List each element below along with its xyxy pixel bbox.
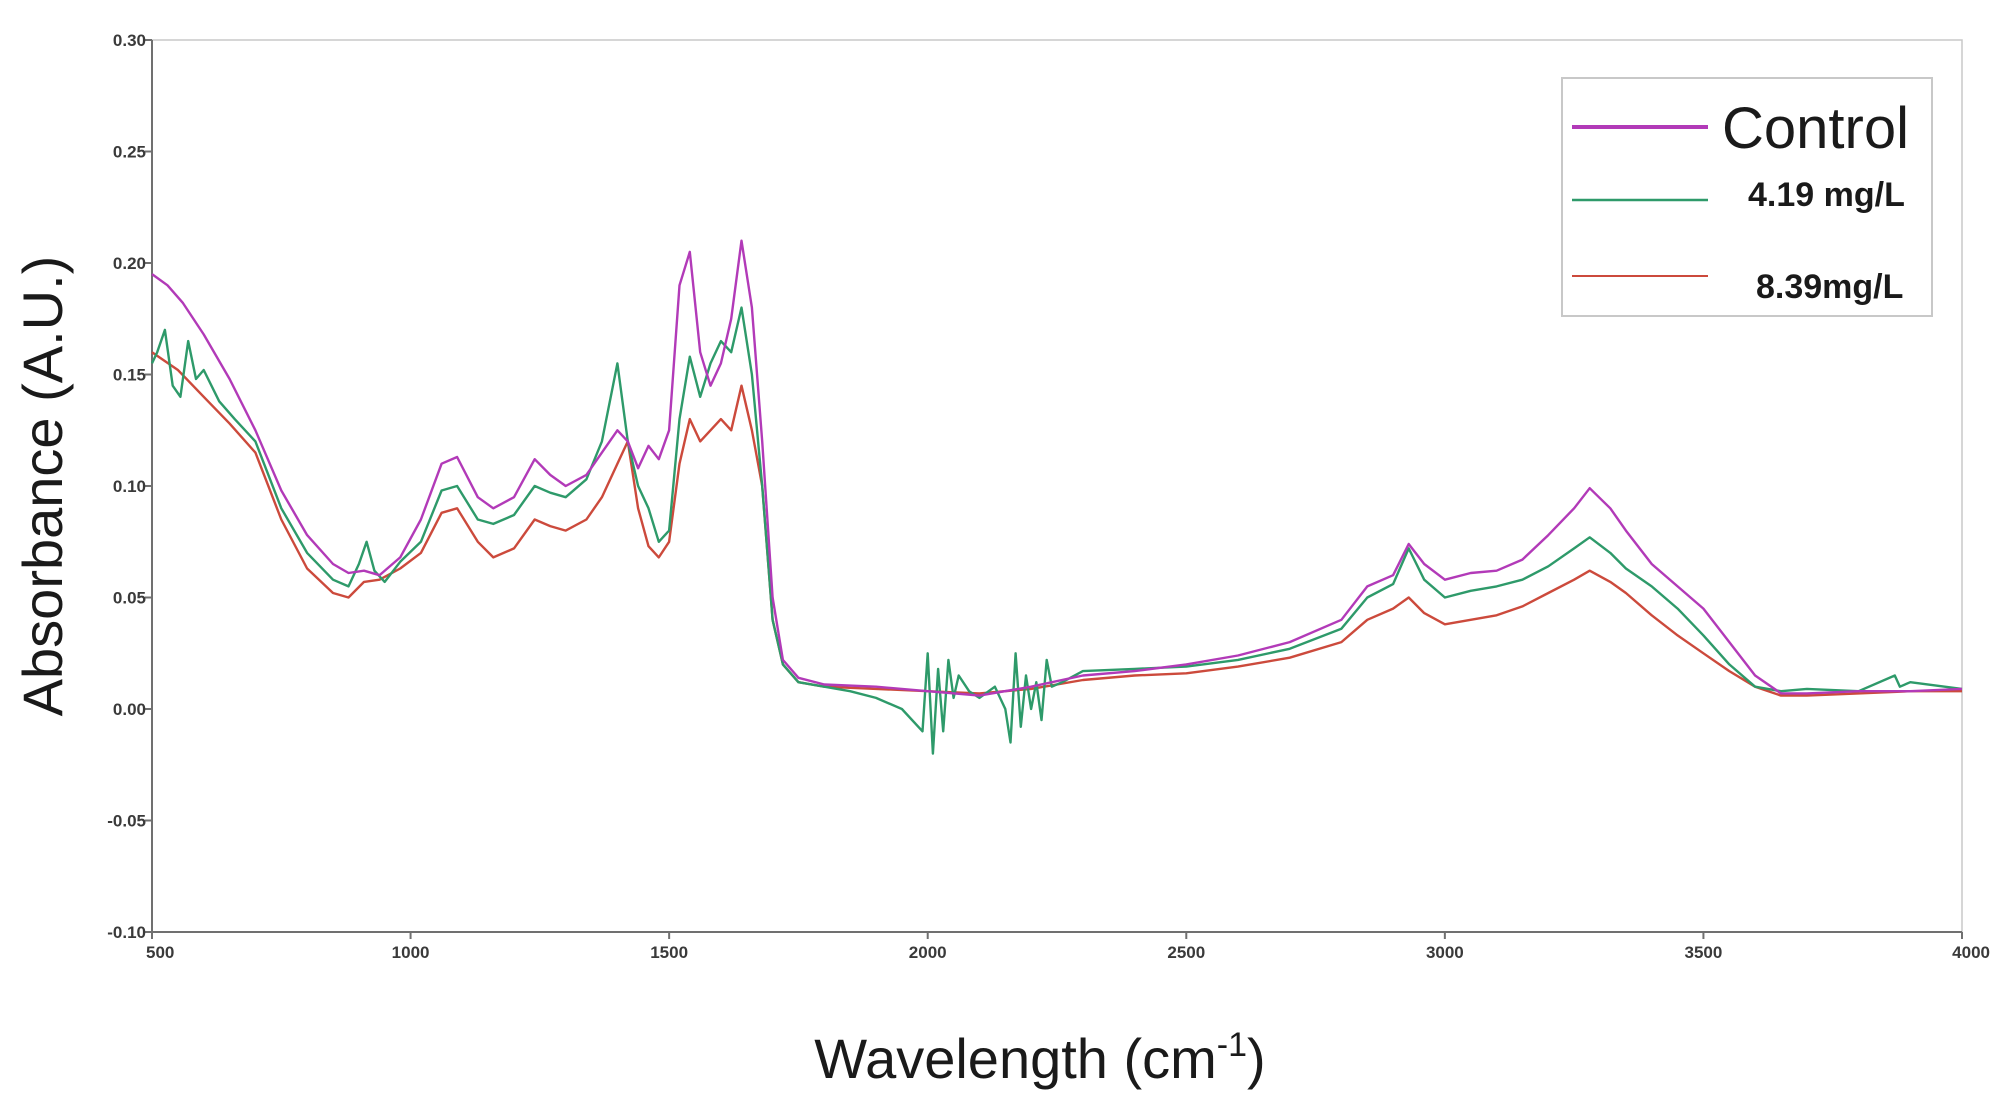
x-tick-label: 500 — [146, 943, 174, 962]
series-8-39-line — [151, 351, 1962, 697]
y-tick-label: -0.05 — [107, 812, 146, 831]
series-4-19-line — [150, 306, 1963, 755]
x-tick-label: 2500 — [1167, 943, 1205, 962]
x-tick-label: 1500 — [650, 943, 688, 962]
x-axis-title: Wavelength (cm-1) — [814, 1026, 1265, 1090]
y-tick-label: 0.20 — [113, 254, 146, 273]
y-tick-label: 0.30 — [113, 31, 146, 50]
legend: Control 4.19 mg/L 8.39mg/L — [1561, 77, 1933, 317]
y-ticks: -0.10 -0.05 0.00 0.05 0.10 0.15 0.20 0.25 0.30 — [107, 31, 152, 942]
legend-box — [1561, 77, 1933, 317]
x-tick-label: 2000 — [909, 943, 947, 962]
y-tick-label: 0.15 — [113, 366, 146, 385]
series-control-line — [151, 239, 1963, 697]
x-axis-title-close: ) — [1247, 1027, 1266, 1090]
x-axis-title-superscript: -1 — [1217, 1026, 1247, 1064]
y-axis-title: Absorbance (A.U.) — [11, 256, 74, 717]
y-tick-label: 0.05 — [113, 589, 146, 608]
x-axis-title-main: Wavelength (cm — [814, 1027, 1217, 1090]
x-tick-label: 1000 — [392, 943, 430, 962]
y-tick-label: 0.10 — [113, 477, 146, 496]
legend-label-control: Control — [1722, 96, 1909, 161]
x-tick-label: 3000 — [1426, 943, 1464, 962]
x-tick-label: 3500 — [1685, 943, 1723, 962]
series-group — [150, 239, 1963, 755]
x-ticks: 500 1000 1500 2000 2500 3000 3500 4000 — [146, 932, 1990, 962]
x-tick-label: 4000 — [1952, 943, 1990, 962]
y-tick-label: 0.00 — [113, 700, 146, 719]
y-tick-label: -0.10 — [107, 923, 146, 942]
legend-label-8-39: 8.39mg/L — [1756, 268, 1903, 306]
y-tick-label: 0.25 — [113, 143, 146, 162]
legend-label-4-19: 4.19 mg/L — [1748, 176, 1905, 214]
